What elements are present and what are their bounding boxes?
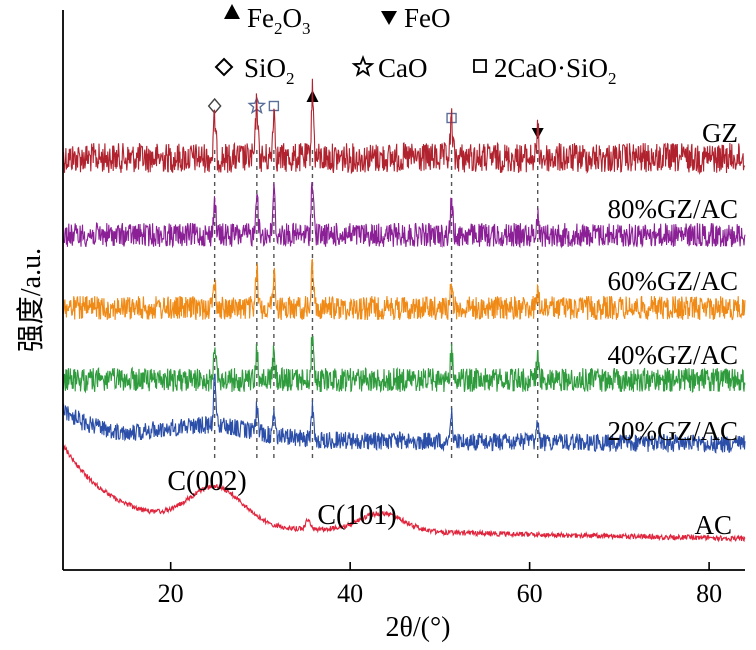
star-icon: [351, 54, 375, 77]
trace-4: [62, 335, 746, 394]
diamond-icon: [214, 57, 234, 77]
filled-triangle-up-icon: [224, 4, 240, 19]
square-icon: [473, 59, 487, 73]
trace-2: [62, 181, 746, 249]
series-label-40: 40%GZ/AC: [608, 340, 739, 370]
trace-6: [62, 443, 746, 543]
series-label-80: 80%GZ/AC: [608, 194, 739, 224]
series-labels: GZ 80%GZ/AC 60%GZ/AC 40%GZ/AC 20%GZ/AC A…: [608, 118, 739, 540]
legend-entry-fe2o3: Fe2O3: [224, 3, 311, 38]
series-label-ac: AC: [694, 510, 732, 540]
x-tick-label-80: 80: [696, 579, 722, 608]
legend-label-sio2: SiO2: [244, 53, 295, 88]
legend: Fe2O3 FeO SiO2 CaO 2CaO·SiO2: [214, 3, 617, 88]
legend-label-cao: CaO: [378, 53, 428, 83]
x-tick-label-60: 60: [517, 579, 543, 608]
legend-entry-feo: FeO: [381, 3, 451, 33]
trace-1: [62, 78, 746, 175]
axes: 20 40 60 80 2θ/(°) 强度/a.u.: [15, 10, 745, 643]
legend-label-feo: FeO: [404, 3, 451, 33]
x-ticks: 20 40 60 80: [158, 562, 722, 608]
legend-entry-sio2: SiO2: [214, 53, 295, 88]
x-tick-label-40: 40: [337, 579, 363, 608]
series-label-60: 60%GZ/AC: [608, 266, 739, 296]
annotation-c002: C(002): [167, 466, 246, 497]
trace-3: [62, 258, 746, 321]
traces: [62, 78, 746, 543]
legend-entry-2cao-sio2: 2CaO·SiO2: [473, 53, 617, 88]
annotation-c101: C(101): [317, 500, 396, 531]
series-label-gz: GZ: [702, 118, 738, 148]
legend-label-2cao-sio2: 2CaO·SiO2: [494, 53, 617, 88]
filled-triangle-down-icon: [381, 11, 397, 25]
series-label-20: 20%GZ/AC: [608, 416, 739, 446]
legend-entry-cao: CaO: [351, 53, 428, 83]
legend-label-fe2o3: Fe2O3: [247, 3, 311, 38]
x-tick-label-20: 20: [158, 579, 184, 608]
x-axis-label: 2θ/(°): [385, 612, 450, 643]
y-axis-label: 强度/a.u.: [15, 248, 47, 352]
trace-5: [62, 373, 746, 454]
